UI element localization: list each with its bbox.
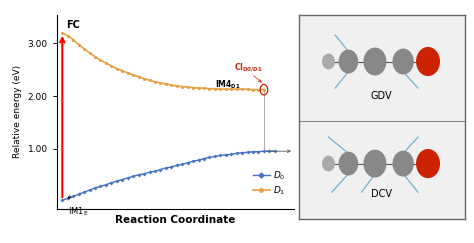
Circle shape: [323, 156, 334, 171]
Circle shape: [364, 48, 386, 75]
Text: $\mathregular{IM4_{D1}}$: $\mathregular{IM4_{D1}}$: [215, 78, 240, 91]
Y-axis label: Relative energy (eV): Relative energy (eV): [13, 65, 22, 158]
Circle shape: [339, 50, 357, 73]
Legend: $D_0$, $D_1$: $D_0$, $D_1$: [250, 166, 289, 200]
Text: FC: FC: [66, 20, 80, 30]
Circle shape: [323, 54, 334, 69]
Text: GDV: GDV: [371, 91, 392, 101]
Text: $\mathregular{IM1_E}$: $\mathregular{IM1_E}$: [68, 205, 88, 218]
Circle shape: [364, 150, 386, 177]
X-axis label: Reaction Coordinate: Reaction Coordinate: [115, 215, 236, 225]
Circle shape: [417, 150, 439, 177]
Circle shape: [393, 49, 413, 74]
Circle shape: [417, 48, 439, 75]
Text: DCV: DCV: [371, 189, 392, 199]
Circle shape: [339, 152, 357, 175]
Text: $\mathregular{CI_{D0/D1}}$: $\mathregular{CI_{D0/D1}}$: [234, 61, 263, 74]
Circle shape: [393, 151, 413, 176]
